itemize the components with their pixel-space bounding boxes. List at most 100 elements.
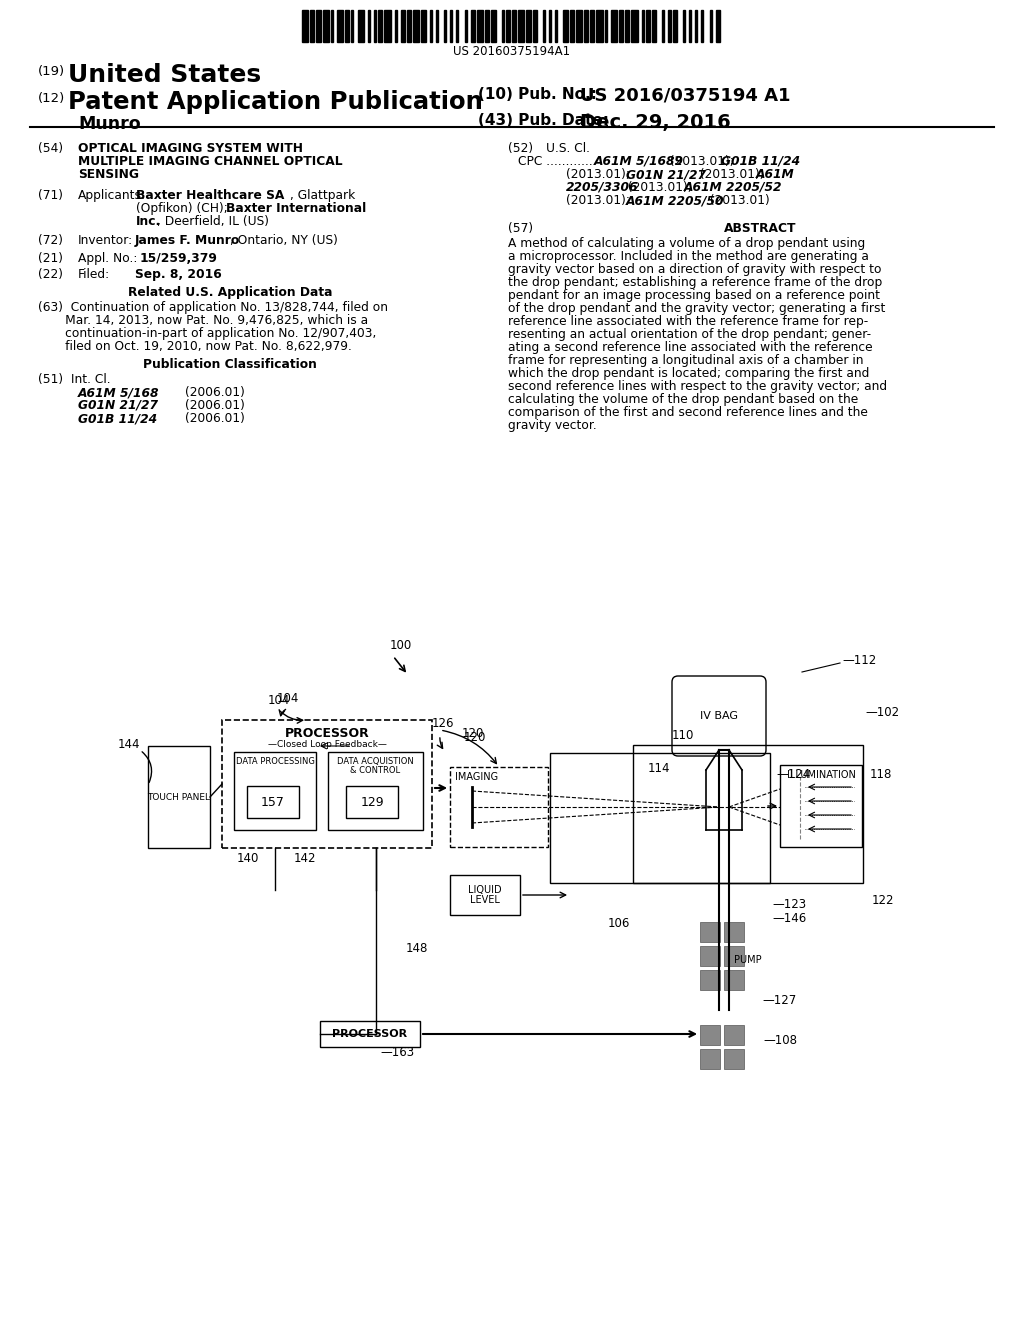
Bar — [526, 11, 530, 42]
Text: Munro: Munro — [78, 115, 140, 133]
Bar — [724, 970, 744, 990]
Bar — [575, 11, 582, 42]
Text: 100: 100 — [390, 639, 413, 652]
Text: —102: —102 — [865, 706, 899, 719]
Bar — [413, 11, 420, 42]
Text: (54): (54) — [38, 143, 63, 154]
Bar — [550, 752, 770, 883]
Text: Inc.: Inc. — [136, 215, 161, 228]
Text: A61M 5/168: A61M 5/168 — [78, 385, 160, 399]
Bar — [549, 11, 551, 42]
Text: Dec. 29, 2016: Dec. 29, 2016 — [580, 114, 731, 132]
Text: Related U.S. Application Data: Related U.S. Application Data — [128, 286, 332, 300]
Text: US 20160375194A1: US 20160375194A1 — [454, 45, 570, 58]
Text: Patent Application Publication: Patent Application Publication — [68, 90, 483, 114]
Text: & CONTROL: & CONTROL — [350, 766, 400, 775]
Text: gravity vector based on a direction of gravity with respect to: gravity vector based on a direction of g… — [508, 263, 882, 276]
Bar — [351, 11, 353, 42]
Bar — [477, 11, 483, 42]
Text: —124: —124 — [776, 767, 810, 780]
Bar — [310, 11, 314, 42]
Text: IV BAG: IV BAG — [700, 711, 738, 721]
Text: Sep. 8, 2016: Sep. 8, 2016 — [135, 268, 222, 281]
Text: IMAGING: IMAGING — [455, 772, 498, 781]
Text: (43) Pub. Date:: (43) Pub. Date: — [478, 114, 609, 128]
Bar — [633, 744, 863, 883]
Bar — [400, 11, 404, 42]
Text: (19): (19) — [38, 65, 66, 78]
Text: —127: —127 — [762, 994, 797, 1006]
Text: (10) Pub. No.:: (10) Pub. No.: — [478, 87, 597, 102]
Text: (22): (22) — [38, 268, 63, 281]
Text: 104: 104 — [278, 692, 299, 705]
Bar — [724, 946, 744, 966]
Text: (2013.01): (2013.01) — [706, 194, 770, 207]
Text: U.S. Cl.: U.S. Cl. — [546, 143, 590, 154]
Text: Inventor:: Inventor: — [78, 234, 133, 247]
Bar — [700, 970, 720, 990]
Text: PROCESSOR: PROCESSOR — [285, 727, 370, 741]
Bar — [596, 11, 602, 42]
Bar — [394, 11, 396, 42]
Text: , Glattpark: , Glattpark — [290, 189, 355, 202]
Text: LEVEL: LEVEL — [470, 895, 500, 906]
Bar — [700, 921, 720, 942]
Text: —146: —146 — [772, 912, 806, 924]
Text: Filed:: Filed: — [78, 268, 111, 281]
Text: 120: 120 — [464, 731, 486, 744]
Text: A61M 2205/50: A61M 2205/50 — [626, 194, 725, 207]
Text: ating a second reference line associated with the reference: ating a second reference line associated… — [508, 341, 872, 354]
Bar — [611, 11, 617, 42]
Bar — [374, 11, 376, 42]
Bar — [642, 11, 644, 42]
Text: Baxter Healthcare SA: Baxter Healthcare SA — [136, 189, 285, 202]
Bar — [450, 875, 520, 915]
Text: , Ontario, NY (US): , Ontario, NY (US) — [230, 234, 338, 247]
Text: (21): (21) — [38, 252, 63, 265]
Bar — [345, 11, 349, 42]
Bar — [502, 11, 504, 42]
Text: comparison of the first and second reference lines and the: comparison of the first and second refer… — [508, 407, 868, 418]
Text: reference line associated with the reference frame for rep-: reference line associated with the refer… — [508, 315, 868, 327]
Bar — [247, 785, 299, 818]
FancyArrowPatch shape — [142, 752, 152, 783]
Text: (71): (71) — [38, 189, 63, 202]
Text: G01B 11/24: G01B 11/24 — [78, 412, 157, 425]
Bar — [337, 11, 343, 42]
Text: A61M 2205/52: A61M 2205/52 — [684, 181, 782, 194]
Bar — [346, 785, 398, 818]
Text: gravity vector.: gravity vector. — [508, 418, 597, 432]
Bar — [384, 11, 390, 42]
Text: continuation-in-part of application No. 12/907,403,: continuation-in-part of application No. … — [38, 327, 377, 341]
Bar — [663, 11, 665, 42]
Bar — [465, 11, 467, 42]
Bar — [590, 11, 594, 42]
Bar — [683, 11, 685, 42]
Bar — [724, 1026, 744, 1045]
Bar — [604, 11, 606, 42]
Bar — [319, 1020, 420, 1047]
Text: —163: —163 — [380, 1045, 414, 1059]
Bar — [532, 11, 537, 42]
Text: which the drop pendant is located; comparing the first and: which the drop pendant is located; compa… — [508, 367, 869, 380]
Text: pendant for an image processing based on a reference point: pendant for an image processing based on… — [508, 289, 880, 302]
Text: G01N 21/27: G01N 21/27 — [78, 399, 158, 412]
Bar — [584, 11, 588, 42]
Text: CPC ............: CPC ............ — [518, 154, 593, 168]
Bar — [430, 11, 432, 42]
Text: Mar. 14, 2013, now Pat. No. 9,476,825, which is a: Mar. 14, 2013, now Pat. No. 9,476,825, w… — [38, 314, 368, 327]
Text: 2205/3306: 2205/3306 — [566, 181, 639, 194]
Text: resenting an actual orientation of the drop pendant; gener-: resenting an actual orientation of the d… — [508, 327, 871, 341]
Bar — [512, 11, 516, 42]
Bar — [492, 11, 496, 42]
Bar — [328, 752, 423, 830]
Text: MULTIPLE IMAGING CHANNEL OPTICAL: MULTIPLE IMAGING CHANNEL OPTICAL — [78, 154, 343, 168]
Text: A61M: A61M — [756, 168, 795, 181]
Bar — [451, 11, 453, 42]
Text: PROCESSOR: PROCESSOR — [333, 1030, 408, 1039]
Bar — [620, 11, 624, 42]
Bar — [695, 11, 697, 42]
Text: (52): (52) — [508, 143, 534, 154]
Bar — [471, 11, 475, 42]
Bar — [563, 11, 567, 42]
